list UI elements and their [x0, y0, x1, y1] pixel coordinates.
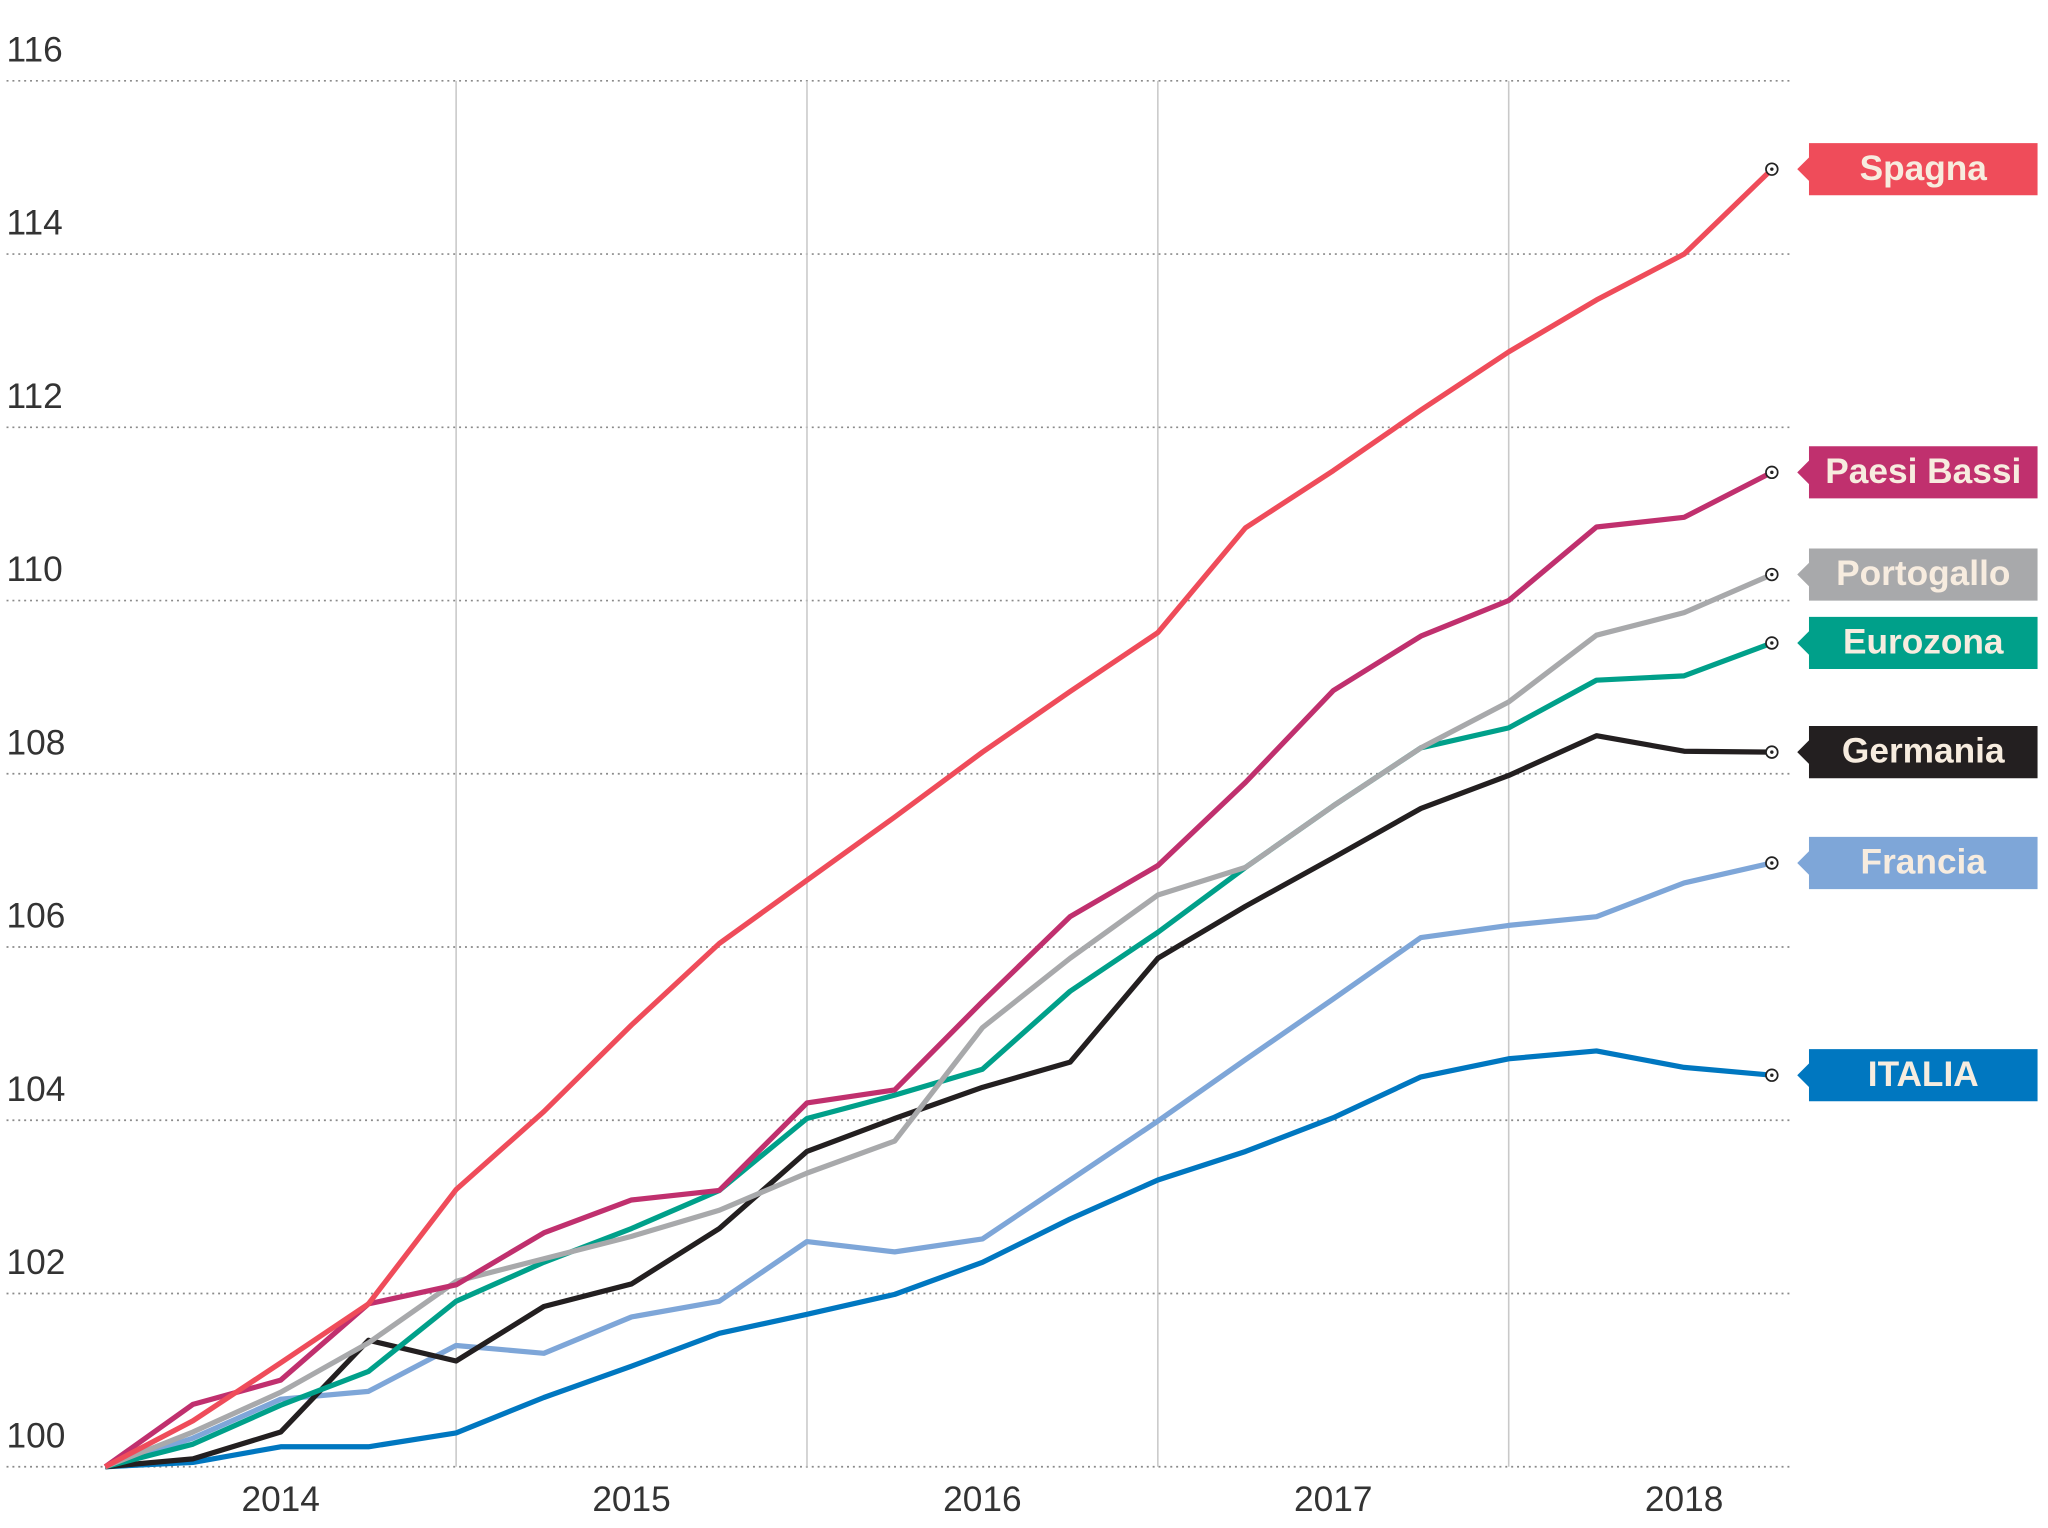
y-tick-label: 112	[7, 377, 63, 416]
series-label: Portogallo	[1836, 554, 2010, 593]
y-tick-label: 114	[7, 204, 63, 243]
end-dot	[1770, 1073, 1774, 1077]
series-label: Eurozona	[1843, 623, 2004, 662]
series-line	[105, 1048, 1773, 1470]
label-box	[1797, 616, 2038, 670]
end-dot	[1770, 641, 1774, 645]
label-box	[1797, 446, 2038, 499]
label-box	[1797, 836, 2038, 890]
y-tick-label: 110	[7, 550, 63, 589]
x-tick-label: 2016	[943, 1480, 1021, 1519]
series-line	[103, 470, 1774, 1469]
series-label: Germania	[1842, 732, 2005, 771]
x-tick-label: 2014	[241, 1480, 319, 1519]
series-label: Paesi Bassi	[1825, 452, 2021, 491]
y-tick-label: 100	[7, 1416, 66, 1455]
series-line	[105, 733, 1772, 1470]
label-box	[1797, 143, 2038, 196]
end-dot	[1770, 861, 1774, 865]
lines	[103, 167, 1774, 1470]
series-line	[104, 167, 1774, 1470]
series-label: Spagna	[1860, 149, 1988, 188]
y-tick-label: 106	[7, 897, 66, 936]
series-line	[104, 640, 1773, 1470]
x-tick-label: 2018	[1645, 1480, 1723, 1519]
series-label: Francia	[1861, 843, 1987, 882]
end-dot	[1770, 470, 1774, 475]
y-tick-label: 116	[7, 30, 63, 69]
label-box	[1797, 1049, 2038, 1102]
label-box	[1797, 726, 2038, 779]
end-dot	[1770, 572, 1774, 577]
labels: Spagna Paesi Bassi Portogallo Eurozona Germa…	[1765, 143, 2038, 1102]
series-line	[104, 860, 1773, 1470]
end-dot	[1770, 750, 1774, 754]
y-tick-label: 104	[7, 1070, 66, 1109]
y-tick-label: 102	[7, 1243, 66, 1282]
series-line	[104, 572, 1773, 1470]
x-tick-label: 2017	[1294, 1480, 1372, 1519]
y-tick-label: 108	[7, 723, 66, 762]
end-dot	[1770, 167, 1774, 171]
series-label: ITALIA	[1868, 1055, 1979, 1094]
label-box	[1797, 548, 2038, 601]
x-tick-label: 2015	[592, 1480, 670, 1519]
